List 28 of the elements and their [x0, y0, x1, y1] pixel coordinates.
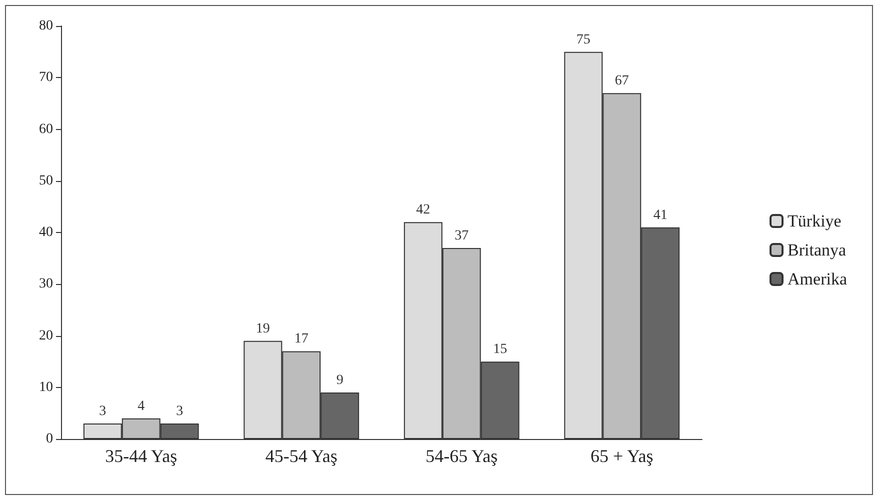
x-tick-label: 35-44 Yaş	[105, 446, 178, 466]
data-label: 4	[138, 398, 145, 414]
data-label: 19	[256, 321, 270, 336]
data-label: 3	[99, 404, 106, 420]
data-label: 9	[336, 373, 344, 388]
data-label: 17	[294, 332, 308, 347]
legend-label: Türkiye	[788, 212, 842, 230]
y-tick-label: 50	[39, 173, 53, 188]
y-tick-label: 10	[39, 380, 53, 395]
data-label: 37	[454, 228, 469, 244]
y-tick-label: 70	[39, 70, 53, 86]
y-tick-label: 20	[39, 328, 53, 344]
data-label: 67	[614, 74, 629, 89]
x-tick-label: 45-54 Yaş	[265, 446, 338, 466]
data-label: 42	[416, 202, 430, 218]
legend-label: Amerika	[788, 270, 848, 288]
y-tick-label: 40	[39, 225, 53, 240]
y-tick-label: 80	[39, 18, 53, 34]
y-tick-label: 60	[39, 122, 53, 137]
data-label: 75	[576, 32, 590, 48]
x-tick-label: 54-65 Yaş	[426, 446, 498, 466]
data-label: 41	[653, 208, 668, 223]
data-label: 3	[176, 404, 184, 420]
y-tick-label: 30	[39, 276, 53, 292]
x-tick-label: 65 + Yaş	[590, 446, 654, 466]
y-tick-label: 0	[46, 432, 53, 446]
legend-label: Britanya	[788, 240, 847, 260]
data-label: 15	[493, 342, 508, 358]
